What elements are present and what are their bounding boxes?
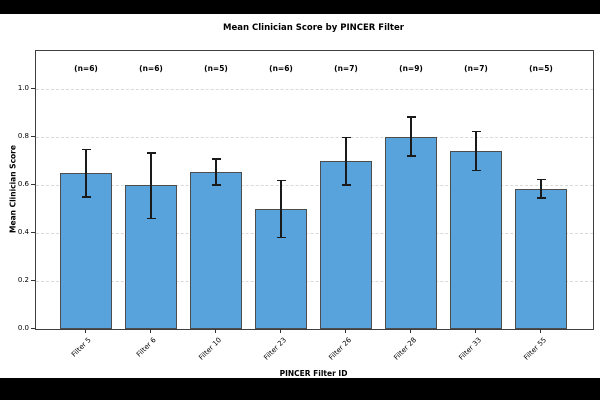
- gridline: [36, 185, 593, 186]
- y-tick-label: 0.8: [17, 132, 29, 140]
- y-tick-mark: [31, 88, 35, 89]
- error-bar: [475, 131, 477, 171]
- bar-filter-55: [515, 188, 567, 329]
- error-bar-cap-top: [146, 152, 156, 154]
- bar-filter-5: [60, 173, 112, 329]
- error-bar-cap-top: [81, 148, 91, 150]
- gridline: [36, 281, 593, 282]
- bar-filter-10: [190, 171, 242, 329]
- x-tick-label: Filter 10: [196, 336, 223, 362]
- x-tick-label: Filter 5: [70, 336, 93, 359]
- x-tick-mark: [540, 329, 541, 333]
- gridline: [36, 233, 593, 234]
- x-tick-mark: [280, 329, 281, 333]
- error-bar-cap-bottom: [341, 184, 351, 186]
- y-tick-mark: [31, 232, 35, 233]
- n-count-label: (n=7): [334, 64, 358, 73]
- n-count-label: (n=9): [399, 64, 423, 73]
- y-tick-label: 0.0: [17, 324, 29, 332]
- x-tick-label: Filter 55: [521, 336, 548, 362]
- x-tick-label: Filter 26: [326, 336, 353, 362]
- x-tick-mark: [85, 329, 86, 333]
- chart-title: Mean Clinician Score by PINCER Filter: [223, 23, 404, 33]
- error-bar: [280, 180, 282, 238]
- x-tick-label: Filter 28: [391, 336, 418, 362]
- error-bar: [345, 137, 347, 185]
- chart-figure: Mean Clinician Score by PINCER Filter Me…: [0, 14, 600, 378]
- error-bar: [410, 116, 412, 157]
- y-tick-mark: [31, 184, 35, 185]
- bar-filter-28: [385, 137, 437, 329]
- n-count-label: (n=5): [529, 64, 553, 73]
- error-bar-cap-top: [276, 179, 286, 182]
- error-bar-cap-bottom: [146, 217, 156, 220]
- x-tick-mark: [345, 329, 346, 333]
- error-bar: [150, 152, 152, 219]
- error-bar-cap-bottom: [536, 197, 546, 199]
- y-tick-label: 0.4: [17, 228, 29, 236]
- error-bar: [215, 158, 217, 185]
- y-tick-label: 1.0: [17, 84, 29, 92]
- error-bar: [85, 149, 87, 197]
- error-bar-cap-top: [341, 136, 351, 138]
- error-bar: [540, 179, 542, 199]
- y-tick-label: 0.6: [17, 180, 29, 188]
- n-count-label: (n=5): [204, 64, 228, 73]
- y-tick-mark: [31, 328, 35, 329]
- x-tick-label: Filter 6: [135, 336, 158, 359]
- bar-filter-26: [320, 161, 372, 329]
- gridline: [36, 89, 593, 90]
- error-bar-cap-bottom: [406, 155, 416, 157]
- x-tick-mark: [215, 329, 216, 333]
- gridline: [36, 137, 593, 138]
- y-axis-label: Mean Clinician Score: [8, 145, 18, 233]
- error-bar-cap-top: [536, 178, 546, 180]
- x-tick-mark: [475, 329, 476, 333]
- error-bar-cap-bottom: [276, 236, 286, 239]
- n-count-label: (n=7): [464, 64, 488, 73]
- error-bar-cap-bottom: [81, 196, 91, 198]
- n-count-label: (n=6): [139, 64, 163, 73]
- x-tick-label: Filter 33: [456, 336, 483, 362]
- x-tick-mark: [150, 329, 151, 333]
- error-bar-cap-bottom: [211, 184, 221, 186]
- y-tick-label: 0.2: [17, 276, 29, 284]
- n-count-label: (n=6): [269, 64, 293, 73]
- y-tick-mark: [31, 136, 35, 137]
- x-axis-label: PINCER Filter ID: [279, 369, 348, 378]
- y-tick-mark: [31, 280, 35, 281]
- error-bar-cap-top: [211, 158, 221, 160]
- x-tick-label: Filter 23: [261, 336, 288, 362]
- x-tick-mark: [410, 329, 411, 333]
- error-bar-cap-bottom: [471, 169, 481, 172]
- n-count-label: (n=6): [74, 64, 98, 73]
- error-bar-cap-top: [406, 116, 416, 118]
- plot-area: (n=6) (n=6) (n=5) (n=6) (n=7) (n=9) (n=7) (n=5): [35, 50, 594, 330]
- bar-filter-33: [450, 151, 502, 329]
- error-bar-cap-top: [471, 130, 481, 132]
